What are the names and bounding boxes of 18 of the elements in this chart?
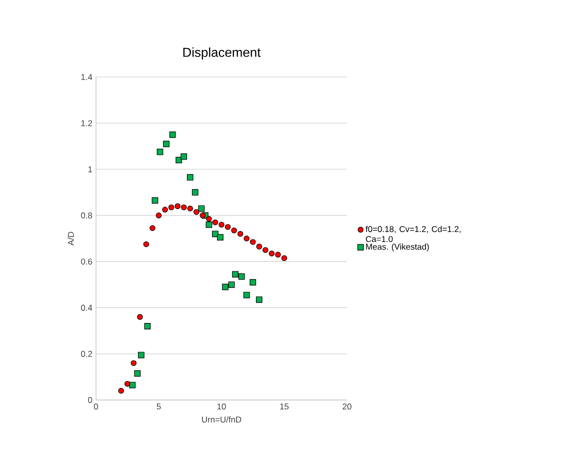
y-tick-label: 1.2 [81,120,92,126]
y-tick-label: 0.2 [81,350,92,357]
y-tick-label: 0.8 [81,212,92,218]
y-axis-title: A/D [68,232,74,246]
x-tick-label: 20 [342,404,352,410]
y-tick-label: 1.4 [81,74,92,80]
legend-label: f0=0.18, Cv=1.2, Cd=1.2, Ca=1.0 [366,226,461,242]
y-tick-label: 0.6 [81,258,92,265]
x-tick-label: 15 [280,404,289,410]
legend-label: Meas. (Vikestad) [366,243,429,252]
x-tick-label: 10 [217,404,226,410]
y-tick-label: 0.4 [81,304,92,311]
y-tick-label: 0 [88,397,92,403]
chart-title: Displacement [183,47,261,60]
x-tick-label: 5 [156,404,161,410]
x-tick-label: 0 [94,404,98,410]
x-axis-title: Urn=U/fnD [202,416,242,423]
y-tick-label: 1 [88,166,92,172]
